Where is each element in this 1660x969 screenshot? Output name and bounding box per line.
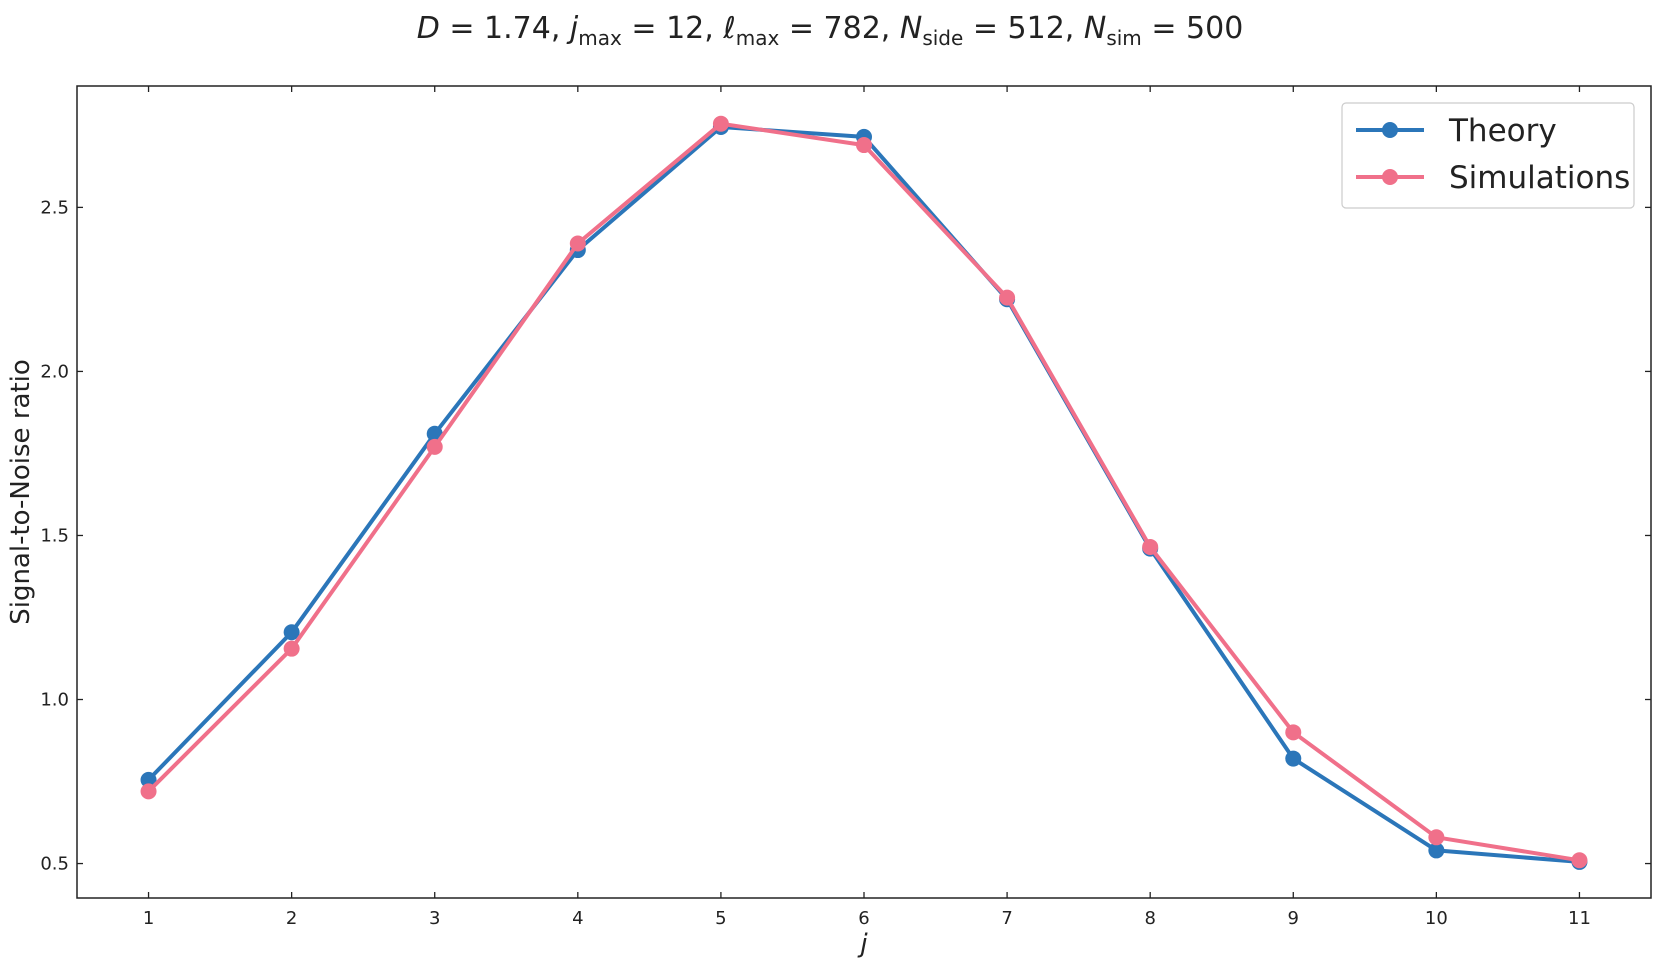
x-tick-label: 3 — [429, 908, 440, 929]
x-tick-label: 10 — [1425, 908, 1448, 929]
data-point-simulations — [1428, 829, 1445, 846]
y-axis-label: Signal-to-Noise ratio — [6, 359, 36, 625]
y-tick-label: 0.5 — [40, 854, 69, 875]
x-tick-label: 8 — [1144, 908, 1155, 929]
data-point-simulations — [1571, 852, 1588, 869]
x-tick-label: 2 — [286, 908, 297, 929]
y-tick-label: 1.0 — [40, 690, 69, 711]
legend-simulations-marker — [1382, 169, 1398, 185]
data-point-simulations — [426, 438, 443, 455]
x-tick-label: 11 — [1568, 908, 1591, 929]
data-point-simulations — [1285, 724, 1302, 741]
y-tick-label: 2.0 — [40, 361, 69, 382]
legend: Theory Simulations — [1341, 102, 1635, 209]
x-tick-label: 7 — [1001, 908, 1012, 929]
x-tick-label: 4 — [572, 908, 583, 929]
data-point-theory — [1428, 842, 1445, 859]
data-point-simulations — [856, 137, 872, 154]
data-point-simulations — [712, 115, 729, 132]
data-point-theory — [1285, 750, 1302, 767]
series-line-theory — [146, 125, 1582, 864]
x-tick-label: 6 — [858, 908, 869, 929]
x-tick-label: 1 — [143, 908, 154, 929]
series-line-simulations — [146, 121, 1582, 863]
series-layer — [140, 115, 1588, 870]
data-point-simulations — [140, 783, 157, 800]
data-point-simulations — [569, 235, 586, 252]
legend-simulations-label: Simulations — [1449, 160, 1630, 196]
x-tick-label: 5 — [715, 908, 726, 929]
y-tick-label: 2.5 — [40, 197, 69, 218]
data-point-theory — [140, 771, 157, 788]
data-point-simulations — [1142, 538, 1159, 555]
data-point-simulations — [283, 640, 300, 657]
legend-theory-label: Theory — [1448, 113, 1557, 149]
legend-theory-marker — [1382, 122, 1398, 138]
data-point-theory — [283, 624, 300, 641]
y-tick-label: 1.5 — [40, 525, 69, 546]
x-tick-label: 9 — [1288, 908, 1299, 929]
axis-ticks: 1 2 3 4 5 6 7 8 9 10 11 0.5 1.0 1.5 2.0 2.5 — [40, 86, 1651, 929]
x-axis-label: j — [857, 929, 868, 959]
data-point-simulations — [999, 289, 1016, 306]
chart-title: D = 1.74, jmax = 12, ℓmax = 782, Nside =… — [417, 11, 1244, 50]
